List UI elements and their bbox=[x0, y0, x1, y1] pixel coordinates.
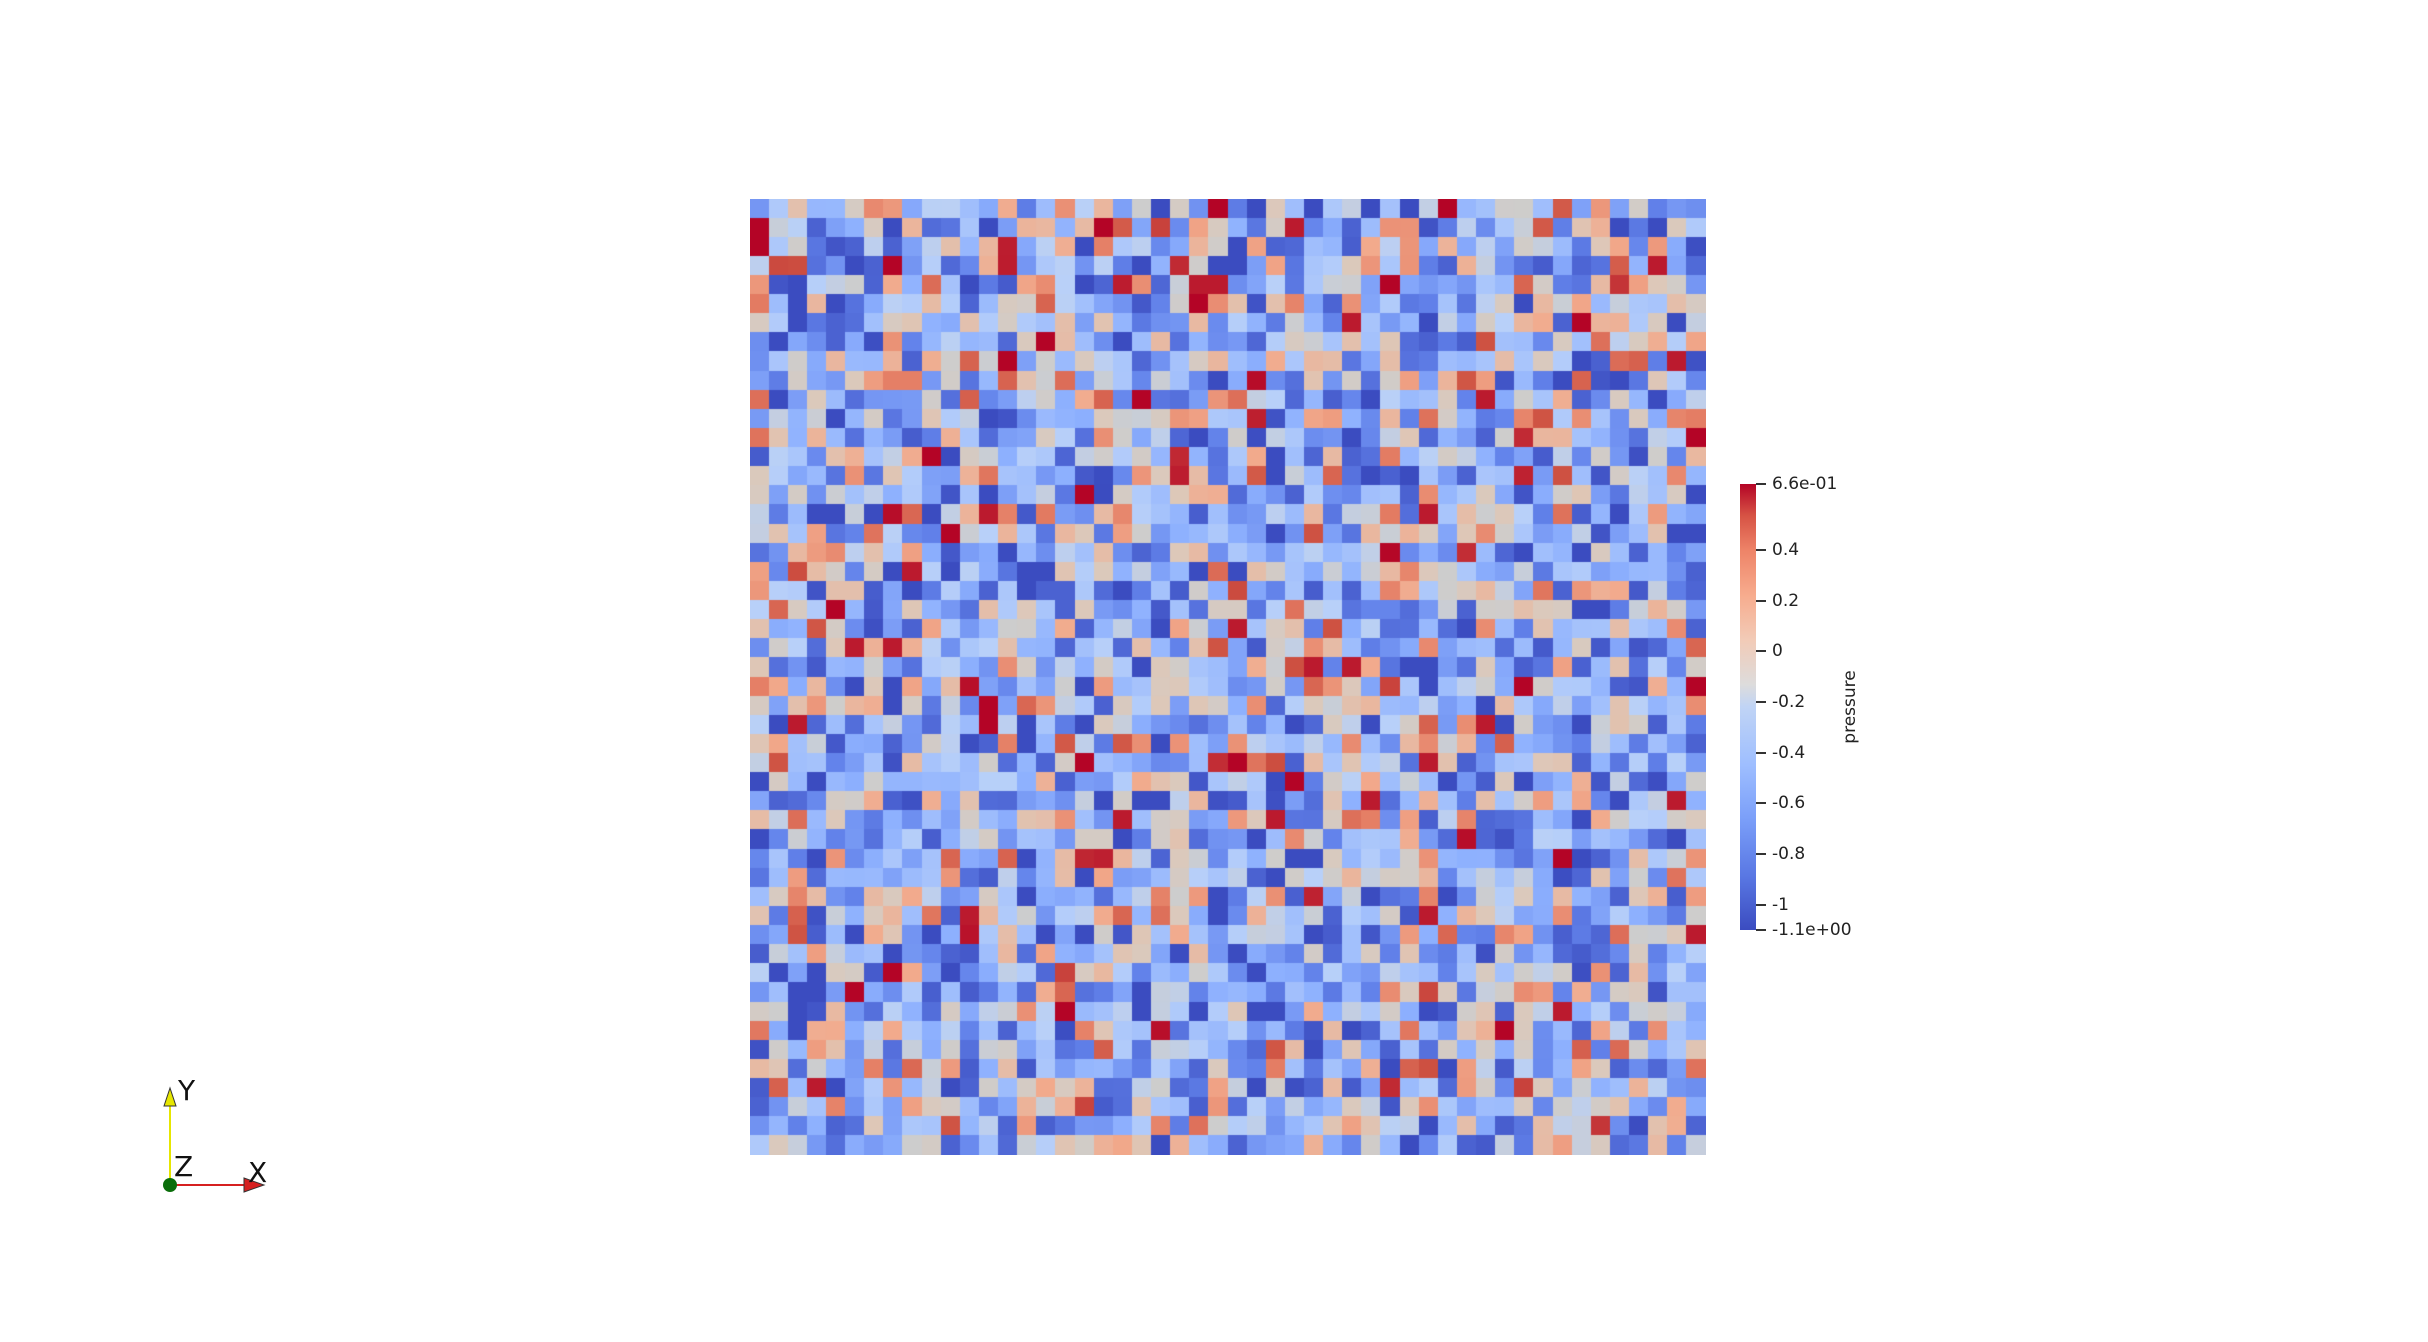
colorbar-tick-mark bbox=[1756, 599, 1766, 602]
colorbar-tick-mark bbox=[1756, 751, 1766, 754]
colorbar-tick-mark bbox=[1756, 903, 1766, 906]
colorbar-tick-mark bbox=[1756, 650, 1766, 653]
colorbar-tick-mark bbox=[1756, 548, 1766, 551]
colorbar-tick-mark bbox=[1756, 852, 1766, 855]
z-axis-dot-icon bbox=[163, 1178, 177, 1192]
orientation-axes-widget: Y Z X bbox=[163, 1074, 267, 1193]
colorbar-tick-mark bbox=[1756, 929, 1766, 931]
colorbar-title: pressure bbox=[1840, 670, 1860, 744]
x-axis-label: X bbox=[248, 1156, 267, 1189]
colorbar bbox=[1740, 484, 1756, 930]
pressure-field-heatmap bbox=[750, 199, 1706, 1155]
x-axis-arrow-icon bbox=[243, 1177, 266, 1193]
colorbar-tick-label: 0 bbox=[1772, 641, 1783, 662]
colorbar-tick-label: -1.1e+00 bbox=[1772, 920, 1852, 940]
z-axis-label: Z bbox=[174, 1150, 193, 1183]
colorbar-tick-mark bbox=[1756, 802, 1766, 805]
y-axis-arrow-icon bbox=[163, 1086, 177, 1107]
colorbar-tick-mark bbox=[1756, 483, 1766, 485]
colorbar-tick-label: 6.6e-01 bbox=[1772, 474, 1838, 494]
colorbar-tick-label: 0.2 bbox=[1772, 590, 1800, 611]
colorbar-tick-label: -0.8 bbox=[1772, 843, 1806, 864]
colorbar-tick-mark bbox=[1756, 700, 1766, 703]
colorbar-tick-label: -1 bbox=[1772, 894, 1789, 915]
colorbar-tick-label: -0.6 bbox=[1772, 793, 1806, 814]
colorbar-tick-label: -0.4 bbox=[1772, 742, 1806, 763]
colorbar-tick-label: 0.4 bbox=[1772, 539, 1800, 560]
colorbar-tick-label: -0.2 bbox=[1772, 691, 1806, 712]
y-axis-label: Y bbox=[177, 1074, 196, 1107]
